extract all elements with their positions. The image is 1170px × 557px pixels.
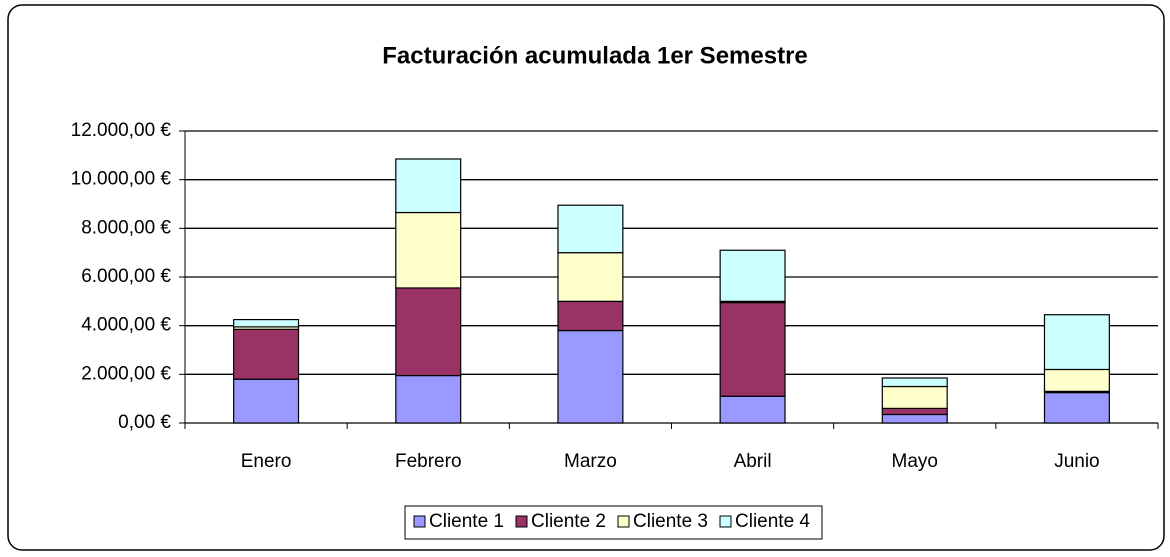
x-tick-label: Febrero <box>395 451 462 472</box>
bar-segment <box>395 287 462 377</box>
bar-segment <box>719 395 786 424</box>
bar-segment <box>557 204 624 254</box>
bar-segment <box>1043 368 1110 392</box>
bar-segment <box>1043 314 1110 371</box>
bar-segment <box>233 328 300 380</box>
bar-segment <box>881 413 948 424</box>
x-tick-label: Enero <box>241 451 292 472</box>
bar-segment <box>719 249 786 302</box>
y-tick-label: 6.000,00 € <box>81 266 171 287</box>
chart-title: Facturación acumulada 1er Semestre <box>382 42 808 69</box>
legend-label: Cliente 3 <box>633 511 708 532</box>
bar-segment <box>881 385 948 409</box>
x-tick-label: Mayo <box>892 451 938 472</box>
y-tick-label: 0,00 € <box>118 412 171 433</box>
bar-segment <box>557 329 624 424</box>
bar-segment <box>233 318 300 328</box>
y-tick-label: 4.000,00 € <box>81 315 171 336</box>
bar-segment <box>1043 391 1110 424</box>
legend-swatch <box>617 515 630 528</box>
bar-segment <box>233 378 300 424</box>
legend-label: Cliente 2 <box>531 511 606 532</box>
legend-swatch <box>413 515 426 528</box>
x-tick-label: Junio <box>1054 451 1099 472</box>
bar-segment <box>395 374 462 424</box>
y-tick-label: 10.000,00 € <box>71 169 172 190</box>
y-tick-label: 12.000,00 € <box>71 120 172 141</box>
legend-swatch <box>719 515 732 528</box>
legend-label: Cliente 4 <box>735 511 810 532</box>
bar-segment <box>395 211 462 289</box>
y-tick-label: 2.000,00 € <box>81 363 171 384</box>
bar-segment <box>395 158 462 214</box>
bar-segment <box>881 377 948 388</box>
legend <box>404 505 823 540</box>
bar-segment <box>557 300 624 332</box>
legend-label: Cliente 1 <box>429 511 504 532</box>
bar-segment <box>719 301 786 397</box>
x-tick-label: Marzo <box>564 451 617 472</box>
bar-segment <box>881 407 948 416</box>
legend-swatch <box>515 515 528 528</box>
y-tick-label: 8.000,00 € <box>81 217 171 238</box>
x-tick-label: Abril <box>734 451 772 472</box>
bar-segment <box>557 252 624 302</box>
